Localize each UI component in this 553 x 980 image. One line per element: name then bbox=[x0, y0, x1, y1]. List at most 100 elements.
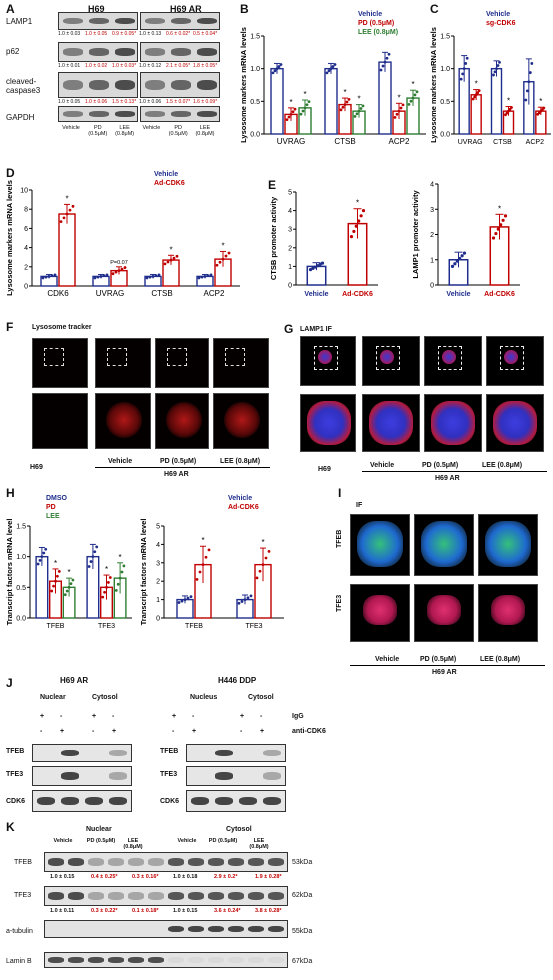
data-point bbox=[473, 95, 477, 99]
blot-band bbox=[197, 111, 217, 117]
sign-igg: - bbox=[260, 713, 263, 720]
fraction-label: Cytosol bbox=[92, 694, 118, 701]
panel-letter-a: A bbox=[6, 2, 15, 16]
blot-strip bbox=[58, 72, 138, 98]
data-point bbox=[52, 584, 55, 588]
data-point bbox=[123, 266, 127, 269]
y-tick-label: 10 bbox=[20, 188, 28, 195]
data-point bbox=[180, 599, 184, 603]
data-point bbox=[407, 102, 411, 106]
blot-band bbox=[89, 111, 109, 117]
data-point bbox=[267, 549, 271, 553]
data-point bbox=[50, 274, 54, 278]
blot-band bbox=[228, 957, 244, 963]
blot-band bbox=[171, 17, 191, 25]
legend-entry: Vehicle bbox=[154, 171, 178, 178]
sign-cdk6: - bbox=[240, 728, 243, 735]
sign-cdk6: - bbox=[40, 728, 43, 735]
y-tick-label: 0 bbox=[156, 616, 160, 623]
data-point bbox=[361, 104, 365, 108]
data-point bbox=[492, 73, 495, 77]
data-point bbox=[393, 116, 397, 119]
blot-band bbox=[188, 957, 204, 963]
blot-band bbox=[228, 858, 244, 866]
data-point bbox=[349, 235, 354, 239]
zoom-box bbox=[225, 348, 245, 366]
data-point bbox=[355, 112, 359, 116]
data-point bbox=[122, 564, 126, 568]
data-point bbox=[347, 97, 351, 101]
data-point bbox=[117, 269, 121, 273]
blot-band bbox=[171, 111, 191, 117]
data-point bbox=[183, 598, 187, 601]
data-point bbox=[498, 60, 501, 64]
data-point bbox=[71, 204, 75, 208]
data-point bbox=[227, 251, 231, 255]
cell-signal bbox=[166, 402, 202, 438]
data-point bbox=[96, 275, 100, 279]
x-tick-label: TFEB bbox=[185, 623, 203, 630]
data-point bbox=[68, 208, 72, 212]
y-axis-label: Transcript factors mRNA level bbox=[139, 519, 148, 626]
image-label: H69 bbox=[30, 464, 43, 471]
x-tick-label: ACP2 bbox=[389, 137, 410, 146]
data-point bbox=[111, 272, 115, 276]
significance-label: * bbox=[261, 538, 264, 547]
data-point bbox=[318, 262, 322, 267]
protein-label: TFE3 bbox=[14, 892, 32, 899]
data-point bbox=[116, 582, 120, 586]
zoom-box bbox=[107, 348, 127, 366]
data-point bbox=[316, 264, 320, 268]
data-point bbox=[177, 601, 181, 604]
blot-band bbox=[168, 892, 184, 900]
data-point bbox=[527, 80, 531, 84]
data-point bbox=[299, 112, 303, 116]
y-tick-label: 0.5 bbox=[440, 99, 450, 106]
blot-band bbox=[168, 858, 184, 866]
blot-strip bbox=[44, 852, 288, 872]
quant-label: 1.5 ± 0.07* bbox=[166, 99, 191, 105]
cell-signal bbox=[106, 402, 142, 438]
data-point bbox=[91, 555, 95, 559]
row-label: anti-CDK6 bbox=[292, 728, 326, 735]
blot-band bbox=[215, 797, 233, 805]
blot-band bbox=[37, 797, 55, 805]
data-point bbox=[357, 219, 361, 223]
zoom-box bbox=[44, 348, 64, 366]
cell-signal bbox=[224, 402, 260, 438]
data-point bbox=[474, 93, 478, 97]
cell-signal bbox=[357, 521, 403, 567]
blot-band bbox=[108, 957, 124, 963]
blot-band bbox=[248, 957, 264, 963]
sign-igg: - bbox=[60, 713, 63, 720]
cell-signal bbox=[491, 595, 525, 625]
quant-label: 0.3 ± 0.22* bbox=[91, 908, 118, 914]
protein-label: TFEB bbox=[160, 748, 179, 755]
micrograph-zoom bbox=[300, 394, 356, 452]
micrograph-overview bbox=[213, 338, 269, 388]
blot-band bbox=[109, 797, 127, 805]
blot-band bbox=[89, 48, 109, 56]
chart-h-adcdk6: 0 1 2 3 4 5 Transcript factors mRNA level * TFEB… bbox=[139, 495, 284, 630]
data-point bbox=[331, 65, 335, 68]
data-point bbox=[50, 589, 54, 593]
bar bbox=[35, 555, 49, 619]
significance-label: * bbox=[411, 80, 414, 89]
significance-label: * bbox=[357, 95, 360, 104]
quant-label: 1.6 ± 0.09* bbox=[193, 99, 218, 105]
lane-label: LEE (0.8μM) bbox=[249, 838, 269, 850]
bar bbox=[58, 213, 76, 287]
y-tick-label: 2 bbox=[288, 245, 292, 252]
data-point bbox=[154, 274, 158, 278]
data-point bbox=[89, 560, 93, 563]
blot-band bbox=[208, 858, 224, 866]
image-label: Vehicle bbox=[370, 462, 395, 469]
data-point bbox=[285, 118, 289, 122]
data-point bbox=[65, 589, 69, 593]
data-point bbox=[397, 109, 401, 113]
sign-igg: + bbox=[40, 713, 45, 720]
data-point bbox=[399, 106, 403, 110]
protein-label-cleaved-caspase3: cleaved-caspase3 bbox=[6, 77, 41, 95]
y-tick-label: 2 bbox=[24, 264, 28, 271]
